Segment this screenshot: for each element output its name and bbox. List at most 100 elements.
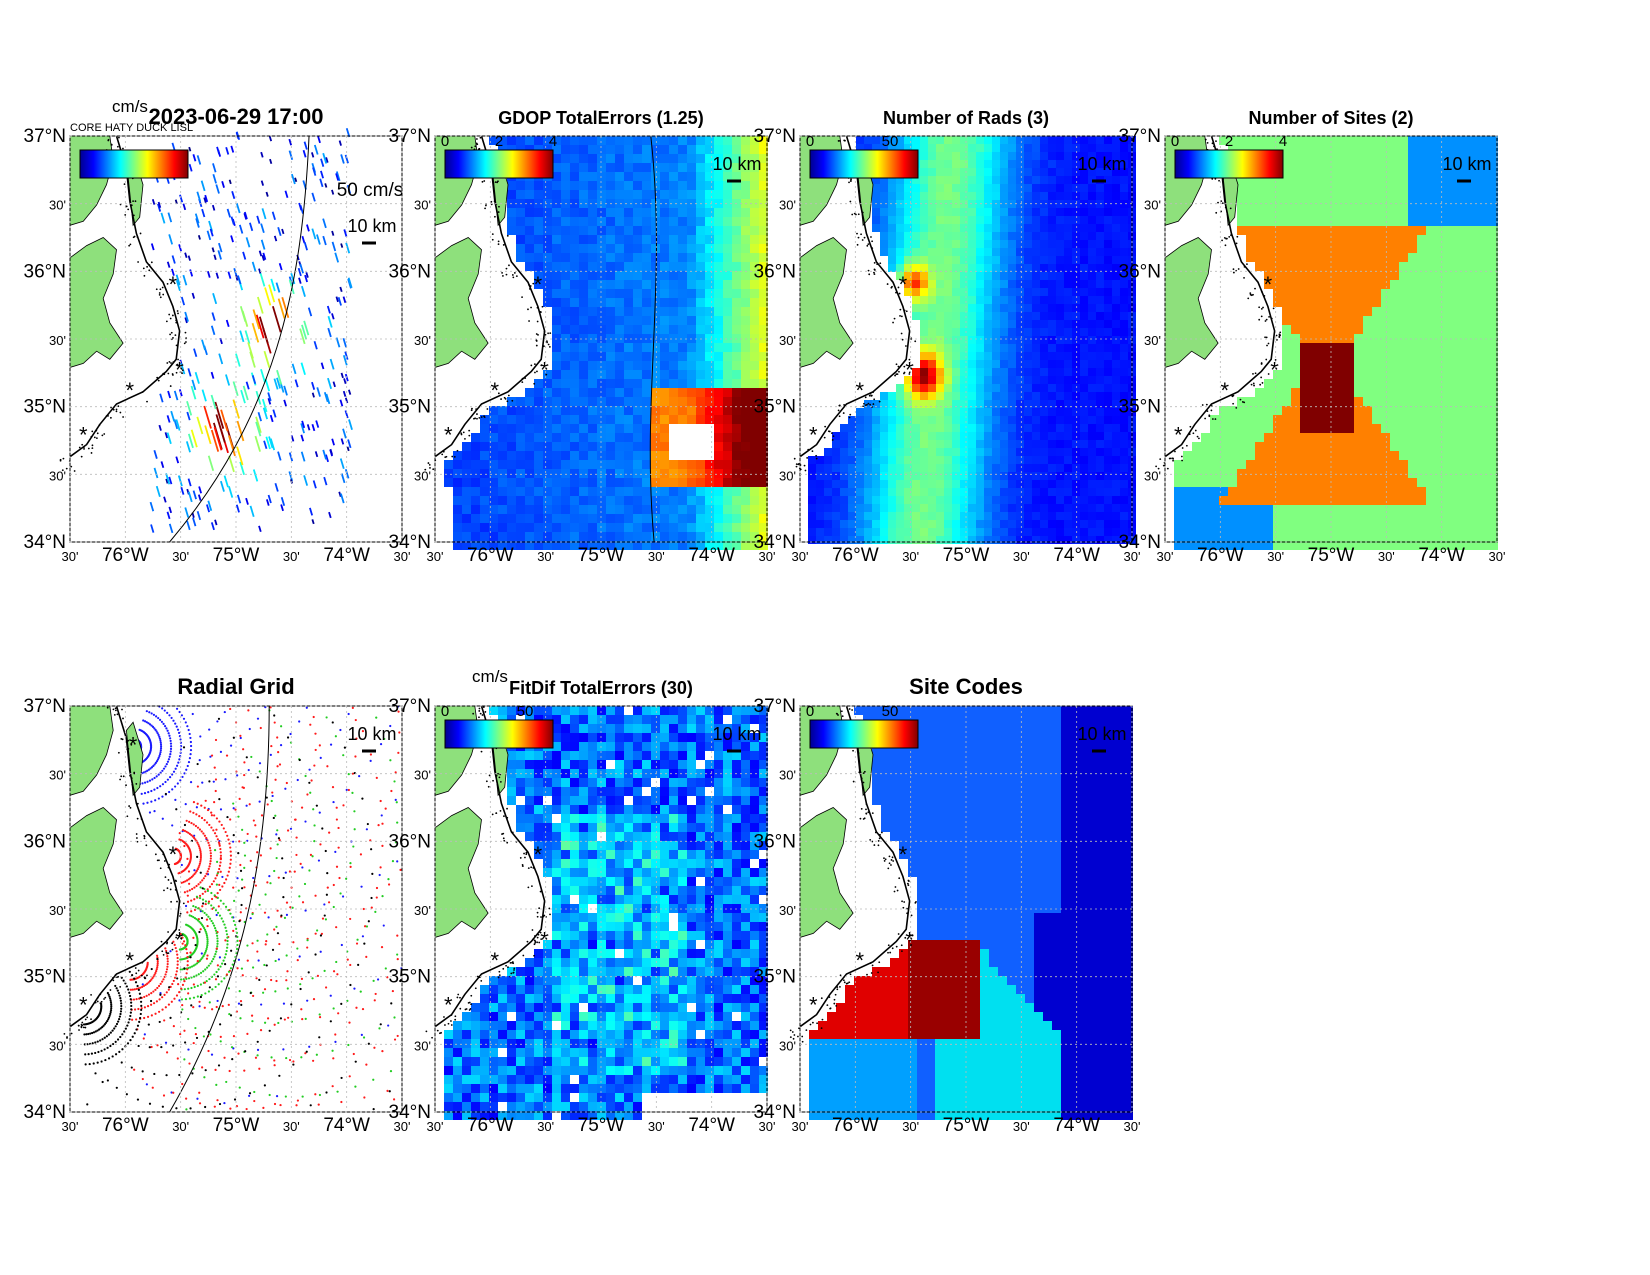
grid-cell — [1032, 344, 1040, 352]
current-vector — [325, 454, 329, 463]
colorbar-tick: 0 — [806, 133, 814, 150]
grid-cell — [1080, 216, 1088, 224]
grid-cell — [741, 424, 750, 433]
island-dot — [127, 208, 130, 211]
current-vector — [211, 312, 216, 321]
grid-cell — [1056, 288, 1064, 296]
grid-cell — [1336, 226, 1345, 235]
grid-cell — [976, 520, 984, 528]
grid-cell — [606, 415, 615, 424]
grid-cell — [1024, 488, 1032, 496]
grid-cell — [968, 176, 976, 184]
grid-cell — [984, 152, 992, 160]
grid-cell — [1008, 208, 1016, 216]
grid-cell — [872, 456, 880, 464]
grid-cell — [1354, 298, 1363, 307]
grid-cell — [1000, 256, 1008, 264]
grid-cell — [1040, 288, 1048, 296]
current-vector — [268, 135, 273, 142]
grid-cell — [1372, 262, 1381, 271]
grid-cell — [489, 478, 498, 487]
colorbar — [444, 149, 554, 179]
island-dot — [874, 269, 876, 271]
grid-cell — [944, 176, 952, 184]
grid-cell — [588, 343, 597, 352]
grid-cell — [543, 136, 552, 145]
grid-cell — [1273, 415, 1282, 424]
grid-cell — [615, 541, 624, 550]
grid-cell — [1104, 304, 1112, 312]
grid-cell — [624, 433, 633, 442]
grid-cell — [597, 289, 606, 298]
island-dot — [445, 455, 448, 458]
grid-cell — [1032, 256, 1040, 264]
grid-cell — [880, 136, 888, 144]
island-dot — [824, 425, 827, 428]
grid-cell — [1264, 415, 1273, 424]
grid-cell — [1282, 145, 1291, 154]
grid-cell — [696, 397, 705, 406]
island-dot — [830, 432, 833, 435]
grid-cell — [750, 334, 759, 343]
current-vector — [327, 315, 333, 328]
grid-cell — [741, 343, 750, 352]
current-vector — [267, 392, 272, 402]
grid-cell — [944, 408, 952, 416]
grid-cell — [1471, 136, 1480, 145]
grid-cell — [968, 432, 976, 440]
grid-cell — [1363, 244, 1372, 253]
current-vector — [179, 194, 184, 203]
grid-cell — [606, 541, 615, 550]
grid-cell — [920, 288, 928, 296]
grid-cell — [723, 469, 732, 478]
grid-cell — [1300, 163, 1309, 172]
grid-cell — [872, 136, 880, 144]
grid-cell — [1480, 262, 1489, 271]
grid-cell — [723, 370, 732, 379]
grid-cell — [1120, 192, 1128, 200]
grid-cell — [976, 216, 984, 224]
grid-cell — [1345, 190, 1354, 199]
island-dot — [485, 204, 487, 207]
grid-cell — [651, 415, 660, 424]
grid-cell — [984, 528, 992, 536]
grid-cell — [1072, 432, 1080, 440]
grid-cell — [570, 433, 579, 442]
grid-cell — [750, 289, 759, 298]
grid-cell — [984, 384, 992, 392]
grid-cell — [759, 541, 768, 550]
grid-cell — [1363, 235, 1372, 244]
current-vector — [311, 152, 315, 158]
grid-cell — [1471, 244, 1480, 253]
grid-cell — [1112, 320, 1120, 328]
grid-cell — [1016, 336, 1024, 344]
grid-cell — [936, 496, 944, 504]
grid-cell — [696, 181, 705, 190]
grid-cell — [669, 415, 678, 424]
grid-cell — [750, 478, 759, 487]
site-marker: * — [905, 357, 914, 382]
grid-cell — [678, 514, 687, 523]
current-vector — [267, 397, 272, 405]
grid-cell — [904, 400, 912, 408]
grid-cell — [1104, 440, 1112, 448]
island-dot — [475, 138, 478, 140]
grid-cell — [976, 360, 984, 368]
site-marker: * — [490, 378, 499, 403]
grid-cell — [1228, 433, 1237, 442]
grid-cell — [1444, 154, 1453, 163]
grid-cell — [824, 456, 832, 464]
grid-cell — [880, 424, 888, 432]
grid-cell — [880, 400, 888, 408]
island-dot — [521, 377, 524, 380]
grid-cell — [651, 172, 660, 181]
grid-cell — [1104, 424, 1112, 432]
grid-cell — [1435, 271, 1444, 280]
grid-cell — [480, 514, 489, 523]
grid-cell — [1080, 424, 1088, 432]
grid-cell — [1318, 253, 1327, 262]
grid-cell — [1336, 253, 1345, 262]
grid-cell — [732, 163, 741, 172]
grid-cell — [1426, 235, 1435, 244]
current-vector — [298, 202, 303, 211]
